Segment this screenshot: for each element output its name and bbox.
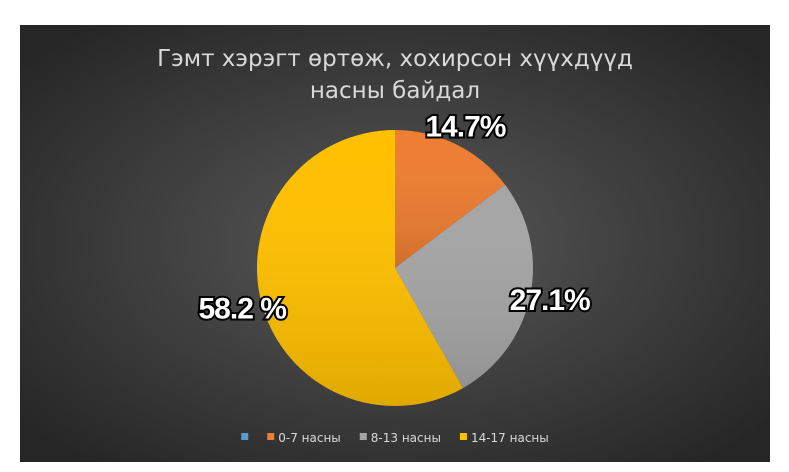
legend: 0-7 насны 8-13 насны 14-17 насны [241, 431, 549, 445]
legend-label: 14-17 насны [471, 431, 549, 445]
slice-shade [395, 184, 533, 389]
legend-swatch [359, 433, 367, 440]
legend-item: 0-7 насны [267, 431, 341, 445]
data-labels: 14.7% 27.1% 58.2 % [197, 109, 594, 328]
legend-item: 8-13 насны [359, 431, 441, 445]
data-label: 14.7% [425, 111, 505, 144]
legend-swatch [267, 433, 275, 440]
legend-swatch [241, 433, 249, 440]
legend-item [241, 433, 249, 440]
legend-label: 8-13 насны [371, 431, 441, 445]
legend-swatch [459, 433, 467, 440]
chart-title: Гэмт хэрэгт өртөж, хохирсон хүүхдүүд насн… [157, 46, 633, 104]
slice-shade [257, 130, 463, 406]
slice-shade [395, 130, 506, 268]
legend-label: 0-7 насны [278, 431, 341, 445]
legend-item: 14-17 насны [459, 431, 549, 445]
data-label: 58.2 % [199, 292, 287, 325]
data-label: 27.1% [510, 284, 590, 317]
pie [257, 130, 533, 406]
